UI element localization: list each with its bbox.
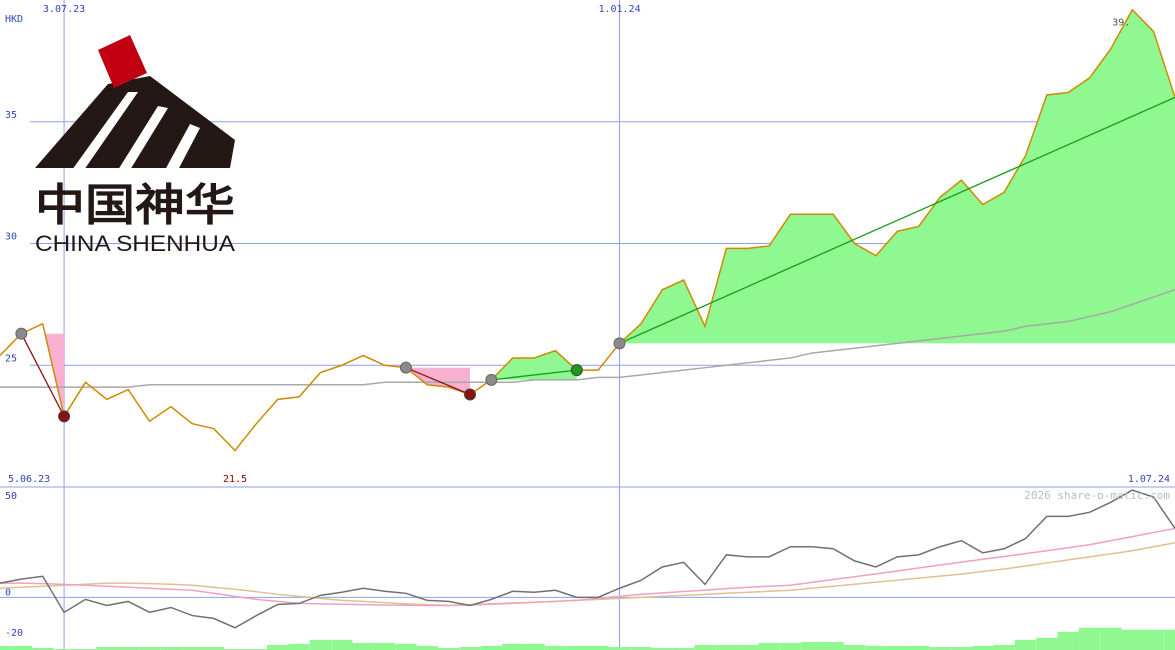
volume-bar (138, 646, 161, 650)
volume-bar (32, 647, 54, 650)
trend-line (405, 367, 471, 396)
volume-bar (416, 645, 438, 650)
volume-bar (523, 643, 545, 650)
y-axis-label: HKD (5, 14, 23, 25)
volume-bar (587, 645, 609, 650)
volume-bar (1100, 627, 1122, 650)
volume-bar (1036, 637, 1058, 650)
volume-bar (1164, 629, 1175, 650)
volume-bar (181, 646, 203, 650)
volume-bar (53, 648, 75, 650)
y-tick-label: 35 (5, 110, 17, 121)
high-label: 39. (1112, 18, 1130, 29)
volume-bar (117, 646, 139, 650)
series-line (0, 8, 1175, 452)
volume-bar (1078, 627, 1101, 650)
volume-bar (245, 648, 268, 650)
volume-bar (1121, 629, 1143, 650)
volume-bar (96, 646, 118, 650)
logo: 中国神华 CHINA SHENHUA (35, 35, 235, 256)
y-tick-label: 50 (5, 491, 17, 502)
volume-bar (1142, 629, 1165, 650)
x-range-label: 1.07.24 (1128, 474, 1170, 485)
volume-bar (630, 646, 652, 650)
x-tick-label: 1.01.24 (598, 4, 640, 15)
volume-bar (395, 643, 417, 650)
volume-bar (950, 646, 973, 650)
volume-bar (480, 645, 503, 650)
x-tick-label: 3.07.23 (43, 4, 85, 15)
signal-start-marker (15, 327, 28, 340)
signal-start-marker (613, 337, 626, 350)
watermark: 2026 share-o-matic.com (1024, 489, 1170, 502)
y-tick-label: 25 (5, 353, 17, 364)
low-label: 21.5 (223, 474, 247, 485)
volume-bar (0, 645, 11, 650)
volume-bar (373, 642, 396, 650)
signal-start-marker (485, 373, 498, 386)
x-range-label: 5.06.23 (8, 474, 50, 485)
y-tick-label: -20 (5, 628, 23, 639)
signal-end-marker (464, 388, 476, 401)
volume-bar (202, 646, 225, 650)
series-line (0, 541, 1175, 607)
volume-bar (267, 644, 289, 650)
trend-line (20, 333, 65, 417)
volume-bar (801, 641, 823, 650)
volume-bar (566, 645, 588, 650)
volume-bar (288, 643, 310, 650)
volume-bar (758, 642, 780, 650)
series-line (0, 289, 1175, 388)
volume-bar (843, 644, 866, 650)
volume-bar (972, 645, 994, 650)
volume-bar (694, 644, 716, 650)
volume-bar (907, 645, 930, 650)
logo-english: CHINA SHENHUA (35, 231, 235, 256)
volume-bar (886, 645, 908, 650)
signal-fill (619, 9, 1175, 344)
series-line (0, 527, 1175, 607)
volume-bar (352, 642, 374, 650)
volume-bar (437, 647, 460, 650)
volume-bar (502, 643, 524, 650)
volume-bar (715, 644, 738, 650)
volume-bar (737, 644, 759, 650)
volume-bar (993, 644, 1015, 650)
volume-bar (224, 648, 246, 650)
y-tick-label: 30 (5, 232, 17, 243)
volume-bar (459, 646, 481, 650)
signal-fill (21, 333, 65, 417)
volume-bar (160, 646, 182, 650)
signal-end-marker (570, 364, 583, 377)
signal-start-marker (399, 361, 412, 374)
logo-chinese: 中国神华 (35, 180, 235, 231)
volume-bar (608, 646, 631, 650)
series-line (0, 489, 1175, 629)
volume-bar (865, 645, 887, 650)
volume-bar (779, 642, 802, 650)
y-tick-label: 0 (5, 587, 11, 598)
volume-bar (929, 646, 951, 650)
volume-bar (331, 639, 353, 650)
trend-line (491, 369, 577, 381)
volume-bar (651, 647, 673, 650)
volume-bar (10, 645, 33, 650)
volume-bar (1014, 639, 1037, 650)
volume-bar (544, 645, 567, 650)
volume-bar (309, 639, 332, 650)
volume-bar (672, 647, 695, 650)
signal-end-marker (58, 410, 71, 423)
trend-line (619, 96, 1175, 344)
volume-bar (74, 648, 97, 650)
volume-bar (1057, 631, 1079, 650)
volume-bar (822, 641, 844, 650)
logo-stripes (72, 92, 200, 170)
logo-red-square (98, 35, 147, 88)
